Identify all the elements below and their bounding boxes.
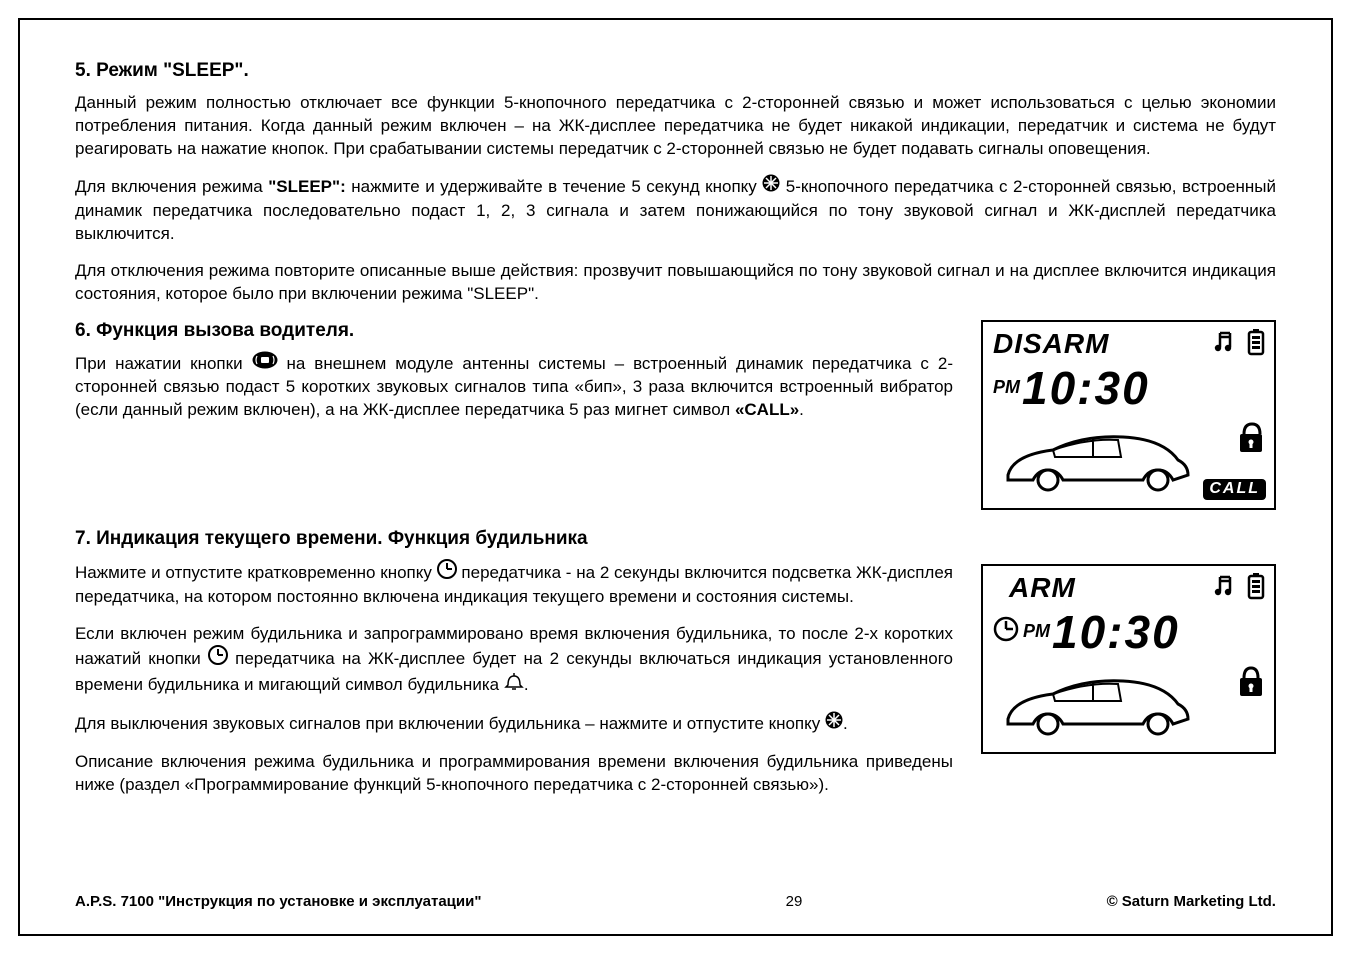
snowflake-button-icon [762, 174, 780, 199]
clock-button-icon [208, 645, 228, 672]
lcd-time: 10:30 [1022, 361, 1150, 415]
lcd-pm: PM [1023, 621, 1050, 642]
page-footer: A.P.S. 7100 "Инструкция по установке и э… [75, 893, 1276, 910]
lcd-pm: PM [993, 377, 1020, 398]
section7-text: 7. Индикация текущего времени. Функция б… [75, 528, 953, 812]
clock-button-icon [437, 559, 457, 586]
battery-icon [1246, 328, 1266, 361]
section6-p1: При нажатии кнопки на внешнем модуле ант… [75, 352, 953, 423]
melody-icon [1212, 329, 1238, 360]
footer-left: A.P.S. 7100 "Инструкция по установке и э… [75, 893, 481, 910]
melody-icon [1212, 573, 1238, 604]
text: нажмите и удерживайте в течение 5 секунд… [346, 177, 763, 196]
footer-right: © Saturn Marketing Ltd. [1107, 893, 1276, 910]
text: Для выключения звуковых сигналов при вкл… [75, 714, 825, 733]
footer-page-number: 29 [786, 893, 803, 910]
lcd-time-row: PM 10:30 [983, 605, 1274, 659]
section7-p1: Нажмите и отпустите кратковременно кнопк… [75, 560, 953, 610]
lcd-call-badge: CALL [1203, 479, 1266, 500]
section6-title: 6. Функция вызова водителя. [75, 320, 953, 342]
page-frame: 5. Режим "SLEEP". Данный режим полностью… [18, 18, 1333, 936]
text: Нажмите и отпустите кратковременно кнопк… [75, 562, 437, 581]
lcd2-container: ARM PM 10:30 [981, 564, 1276, 754]
lcd-top-row: ARM [983, 566, 1274, 605]
text: . [799, 400, 804, 419]
section6-row: 6. Функция вызова водителя. При нажатии … [75, 320, 1276, 510]
lock-closed-icon [1236, 664, 1266, 705]
text: . [524, 675, 529, 694]
lcd-display-disarm: DISARM PM 10:30 CALL [981, 320, 1276, 510]
text-bold: "SLEEP": [268, 177, 346, 196]
section5-p3: Для отключения режима повторите описанны… [75, 260, 1276, 306]
lcd-status-text: ARM [1009, 572, 1076, 604]
lcd-time: 10:30 [1052, 605, 1180, 659]
car-icon [993, 669, 1193, 744]
lcd-time-row: PM 10:30 [983, 361, 1274, 415]
section7-title: 7. Индикация текущего времени. Функция б… [75, 528, 953, 550]
lcd-top-icons [1212, 572, 1266, 605]
antenna-button-icon [252, 351, 278, 376]
section7-p4: Описание включения режима будильника и п… [75, 751, 953, 797]
section7-row: 7. Индикация текущего времени. Функция б… [75, 528, 1276, 812]
section5-p1: Данный режим полностью отключает все фун… [75, 92, 1276, 161]
section7-p3: Для выключения звуковых сигналов при вкл… [75, 712, 953, 737]
lcd-top-row: DISARM [983, 322, 1274, 361]
text: . [843, 714, 848, 733]
lcd-status-text: DISARM [993, 328, 1109, 360]
lcd-display-arm: ARM PM 10:30 [981, 564, 1276, 754]
clock-icon [993, 616, 1019, 647]
car-icon [993, 425, 1193, 500]
snowflake-button-icon [825, 711, 843, 736]
section7-p2: Если включен режим будильника и запрогра… [75, 623, 953, 698]
lcd1-container: DISARM PM 10:30 CALL [981, 320, 1276, 510]
battery-icon [1246, 572, 1266, 605]
alarm-bell-icon [504, 672, 524, 697]
section6-text: 6. Функция вызова водителя. При нажатии … [75, 320, 953, 437]
lock-open-icon [1236, 420, 1266, 461]
section5-title: 5. Режим "SLEEP". [75, 60, 1276, 82]
text: Для включения режима [75, 177, 268, 196]
text-bold: «CALL» [735, 400, 799, 419]
text: При нажатии кнопки [75, 353, 252, 372]
section5-p2: Для включения режима "SLEEP": нажмите и … [75, 175, 1276, 246]
lcd-top-icons [1212, 328, 1266, 361]
